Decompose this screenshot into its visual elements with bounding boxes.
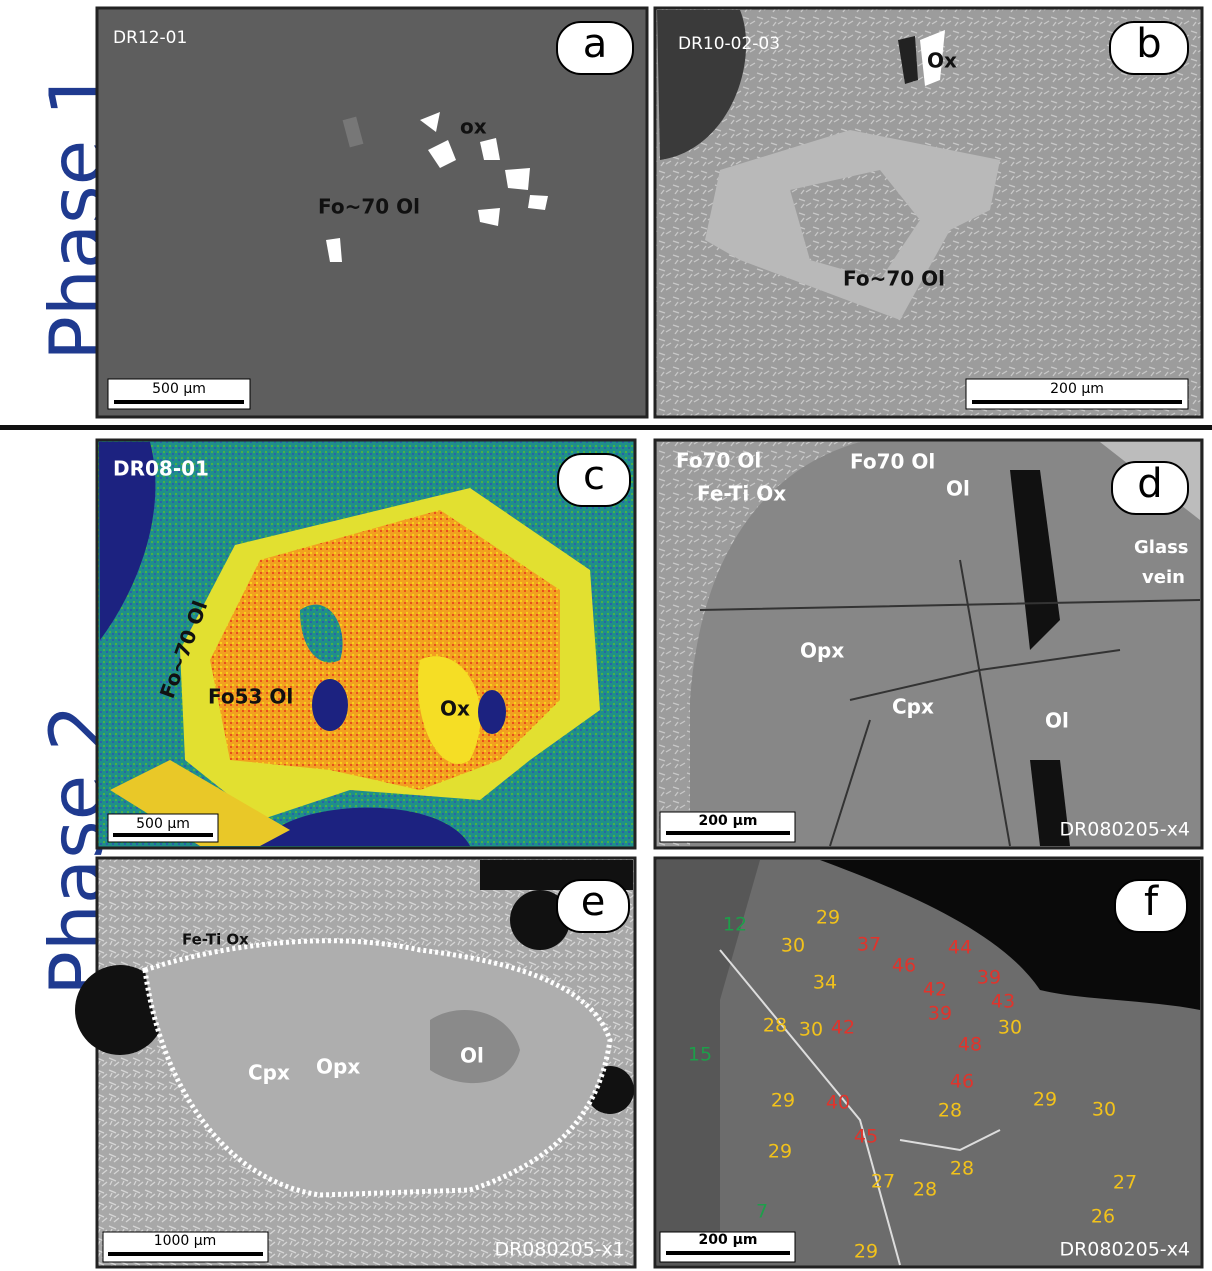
- annotation: Fo~70 Ol: [318, 195, 420, 219]
- measurement-label: 46: [950, 1071, 974, 1093]
- measurement-label: 37: [857, 934, 881, 956]
- measurement-label: 29: [816, 907, 840, 929]
- panel-b: DR10-02-03 Ox Fo~70 Ol 200 µm b: [655, 8, 1202, 417]
- divider: [0, 425, 1212, 430]
- measurement-label: 26: [1091, 1206, 1115, 1228]
- annotation: ox: [460, 115, 487, 139]
- scale-bar-label: 200 µm: [1050, 381, 1104, 397]
- annotation: Ol: [1045, 709, 1069, 733]
- measurement-label: 29: [768, 1141, 792, 1163]
- measurement-label: 30: [1092, 1099, 1116, 1121]
- measurement-label: 29: [854, 1241, 878, 1263]
- measurement-label: 27: [1113, 1172, 1137, 1194]
- annotation: Cpx: [248, 1061, 290, 1085]
- measurement-label: 42: [831, 1017, 855, 1039]
- panel-letter: b: [1136, 21, 1161, 67]
- sample-name: DR10-02-03: [678, 34, 780, 54]
- scale-bar-label: 200 µm: [699, 813, 758, 829]
- annotation: Ox: [927, 49, 957, 73]
- measurement-label: 45: [854, 1126, 878, 1148]
- panel-c: DR08-01 Fo~70 Ol Fo53 Ol Ox 500 µm c: [97, 440, 635, 848]
- annotation: Fo~70 Ol: [843, 267, 945, 291]
- annotation: Opx: [316, 1055, 360, 1079]
- annotation: Fo53 Ol: [208, 685, 293, 709]
- annotation: Fo70 Ol: [676, 449, 761, 473]
- measurement-label: 42: [923, 979, 947, 1001]
- measurement-label: 30: [998, 1017, 1022, 1039]
- annotation: Opx: [800, 639, 844, 663]
- annotation: Glass: [1134, 537, 1189, 558]
- scale-bar-label: 1000 µm: [154, 1233, 217, 1249]
- measurement-label: 48: [958, 1034, 982, 1056]
- measurement-label: 30: [781, 935, 805, 957]
- sample-name: DR080205-x4: [1059, 819, 1190, 841]
- measurement-label: 28: [950, 1158, 974, 1180]
- measurement-label: 39: [928, 1003, 952, 1025]
- measurement-label: 40: [826, 1092, 850, 1114]
- figure: Phase 1 Phase 2 DR12-01 ox Fo~70 Ol 500 …: [0, 0, 1212, 1271]
- scale-bar-label: 200 µm: [699, 1232, 758, 1248]
- measurement-label: 44: [948, 937, 972, 959]
- measurement-label: 28: [938, 1100, 962, 1122]
- measurement-label: 28: [763, 1015, 787, 1037]
- annotation: Ol: [946, 477, 970, 501]
- scale-bar-label: 500 µm: [136, 816, 190, 832]
- measurement-label: 30: [799, 1019, 823, 1041]
- sample-name: DR080205-x4: [1059, 1239, 1190, 1261]
- panel-letter: a: [583, 21, 608, 67]
- annotation: Ox: [440, 697, 470, 721]
- measurement-label: 39: [977, 967, 1001, 989]
- measurement-label: 12: [723, 914, 747, 936]
- measurement-label: 46: [892, 955, 916, 977]
- panel-letter: c: [583, 453, 605, 499]
- scale-bar-label: 500 µm: [152, 381, 206, 397]
- panel-e: Fe-Ti Ox Ol Cpx Opx DR080205-x1 1000 µm …: [75, 858, 635, 1267]
- panel-d: Fo70 Ol Fe-Ti Ox Fo70 Ol Ol Glass vein O…: [655, 440, 1202, 848]
- sample-name: DR12-01: [113, 28, 187, 48]
- annotation: vein: [1142, 567, 1185, 588]
- measurement-label: 43: [991, 991, 1015, 1013]
- annotation: Fo70 Ol: [850, 450, 935, 474]
- measurement-label: 7: [756, 1201, 768, 1223]
- panel-letter: e: [581, 879, 606, 925]
- annotation: Cpx: [892, 695, 934, 719]
- panel-letter: d: [1137, 461, 1162, 507]
- annotation: Ol: [460, 1044, 484, 1068]
- measurement-label: 28: [913, 1179, 937, 1201]
- sample-name: DR08-01: [113, 457, 209, 481]
- sample-name: DR080205-x1: [494, 1239, 625, 1261]
- panel-a: DR12-01 ox Fo~70 Ol 500 µm a: [97, 8, 647, 417]
- measurement-label: 34: [813, 972, 837, 994]
- annotation: Fe-Ti Ox: [697, 482, 786, 506]
- measurement-label: 15: [688, 1044, 712, 1066]
- panel-letter: f: [1144, 879, 1159, 925]
- annotation: Fe-Ti Ox: [182, 931, 249, 949]
- measurement-label: 27: [871, 1171, 895, 1193]
- measurement-label: 29: [771, 1090, 795, 1112]
- measurement-label: 29: [1033, 1089, 1057, 1111]
